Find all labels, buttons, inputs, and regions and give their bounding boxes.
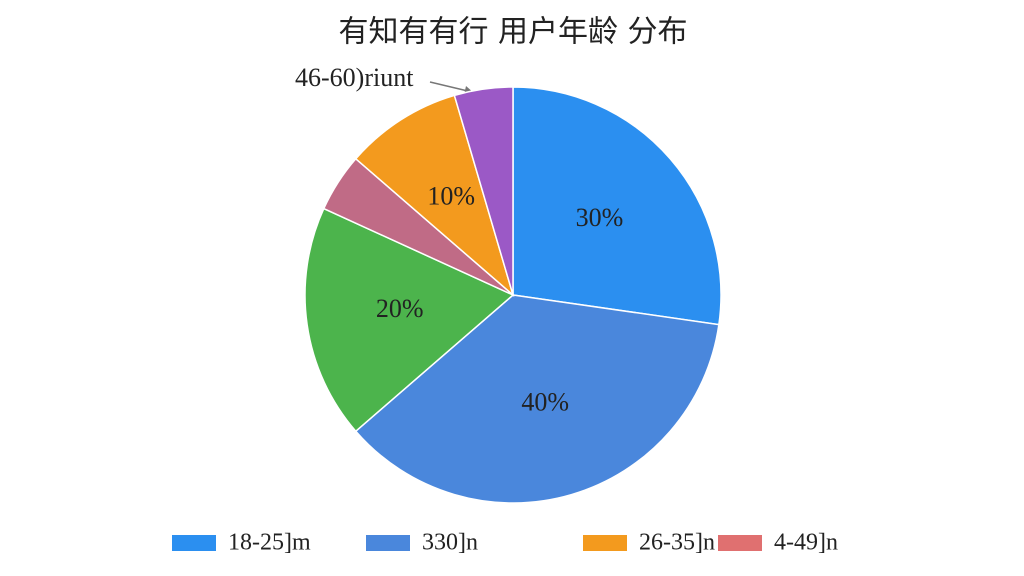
legend-swatch — [718, 535, 762, 551]
slice-label: 20% — [376, 294, 424, 323]
chart-title: 有知有有行 用户年龄 分布 — [338, 15, 687, 50]
legend-swatch — [583, 535, 627, 551]
slice-label: 10% — [427, 182, 475, 211]
slice-label: 30% — [576, 203, 624, 232]
pie-slice — [354, 94, 515, 298]
pie-slice — [354, 294, 720, 504]
pie-slice — [512, 86, 722, 326]
legend-label: 18-25]m — [228, 530, 311, 556]
legend-label: 26-35]n — [639, 530, 715, 556]
legend-label: 4-49]n — [774, 530, 838, 556]
legend-label: 330]n — [422, 530, 478, 556]
annotation-arrow — [429, 81, 473, 93]
slice-label: 40% — [521, 388, 569, 417]
pie-slice — [453, 86, 514, 296]
legend-swatch — [366, 535, 410, 551]
pie-slice — [304, 207, 515, 433]
annotation: 46-60)riunt — [295, 63, 414, 92]
legend-swatch — [172, 535, 216, 551]
